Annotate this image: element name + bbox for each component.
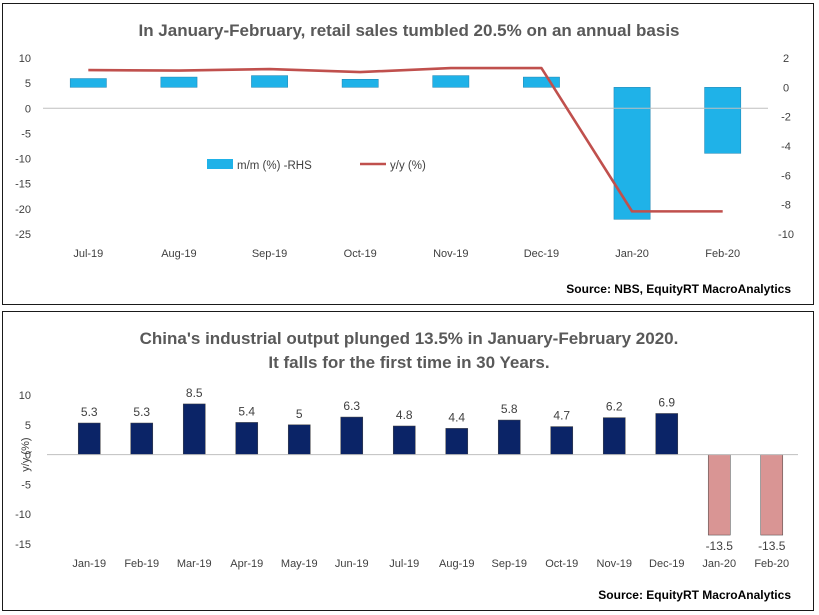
ip-bar: [655, 413, 679, 455]
x-tick-label: Oct-19: [545, 558, 578, 570]
bar-data-label: 5: [296, 407, 303, 421]
mm-bar: [613, 87, 651, 220]
y-tick-label: 0: [25, 450, 31, 462]
x-tick-label: Feb-20: [705, 248, 740, 260]
bar-data-label: -13.5: [758, 539, 786, 553]
y-tick-right: 2: [783, 53, 789, 65]
bar-data-label: -13.5: [706, 539, 734, 553]
chart-title-line1: China's industrial output plunged 13.5% …: [140, 329, 679, 348]
x-tick-label: Feb-19: [124, 558, 159, 570]
x-tick-label: Jan-19: [72, 558, 106, 570]
y-tick-left: 10: [19, 53, 31, 65]
bar-data-label: 5.3: [81, 405, 98, 419]
x-tick-label: Sep-19: [492, 558, 527, 570]
x-tick-label: Jun-19: [335, 558, 369, 570]
bar-data-label: 6.3: [343, 399, 360, 413]
y-axis-label: y/y (%): [20, 437, 32, 471]
y-tick-left: -25: [15, 229, 31, 241]
x-tick-label: Jan-20: [702, 558, 736, 570]
bar-data-label: 8.5: [186, 386, 203, 400]
bar-data-label: 5.3: [133, 405, 150, 419]
mm-bar: [704, 87, 742, 154]
y-tick-right: 0: [783, 82, 789, 94]
ip-bar: [235, 422, 259, 455]
ip-bar: [130, 422, 154, 455]
y-tick-label: 5: [25, 420, 31, 432]
x-tick-label: Feb-20: [754, 558, 789, 570]
mm-bar: [432, 75, 470, 88]
y-tick-left: -20: [15, 204, 31, 216]
chart-title-line2: It falls for the first time in 30 Years.: [268, 353, 549, 372]
chart-source: Source: NBS, EquityRT MacroAnalytics: [566, 282, 791, 296]
x-tick-label: Aug-19: [161, 248, 196, 260]
ip-bar: [760, 454, 784, 536]
x-tick-label: Nov-19: [597, 558, 632, 570]
x-tick-label: Nov-19: [433, 248, 468, 260]
x-tick-label: Sep-19: [252, 248, 287, 260]
y-tick-label: -15: [15, 539, 31, 551]
x-tick-label: May-19: [281, 558, 318, 570]
ip-bar: [550, 426, 574, 455]
mm-bar: [341, 79, 379, 88]
ip-bar: [182, 403, 206, 455]
x-tick-label: Jan-20: [615, 248, 649, 260]
x-tick-label: Jul-19: [389, 558, 419, 570]
bar-data-label: 4.4: [448, 410, 465, 424]
bar-data-label: 6.2: [606, 400, 623, 414]
y-tick-left: 0: [25, 103, 31, 115]
x-tick-label: Dec-19: [524, 248, 559, 260]
y-tick-right: -4: [781, 141, 791, 153]
x-tick-label: Aug-19: [439, 558, 474, 570]
bar-data-label: 4.8: [396, 408, 413, 422]
x-tick-label: Jul-19: [73, 248, 103, 260]
mm-bar: [251, 75, 288, 88]
retail-sales-chart-panel: In January-February, retail sales tumble…: [2, 3, 814, 305]
ip-bar: [497, 419, 521, 455]
bar-data-label: 5.8: [501, 402, 518, 416]
retail-sales-chart: In January-February, retail sales tumble…: [15, 21, 794, 296]
y-tick-right: -2: [781, 112, 791, 124]
ip-bar: [707, 454, 731, 536]
ip-bar: [77, 422, 101, 455]
y-tick-right: -8: [781, 200, 791, 212]
legend-swatch-mm: [207, 159, 233, 169]
ip-bar: [602, 417, 626, 455]
y-tick-label: -10: [15, 509, 31, 521]
y-tick-right: -10: [778, 229, 794, 241]
legend-label-mm: m/m (%) -RHS: [237, 160, 312, 172]
y-tick-left: 5: [25, 78, 31, 90]
bar-data-label: 5.4: [238, 404, 255, 418]
y-tick-right: -6: [781, 170, 791, 182]
y-tick-left: -15: [15, 179, 31, 191]
industrial-output-chart-panel: China's industrial output plunged 13.5% …: [2, 311, 814, 611]
mm-bar: [523, 76, 560, 88]
mm-bar: [160, 76, 198, 88]
mm-bar: [69, 78, 107, 88]
bar-data-label: 6.9: [658, 395, 675, 409]
ip-bar: [392, 425, 416, 455]
ip-bar: [340, 416, 364, 455]
ip-bar: [445, 428, 469, 455]
y-tick-left: -5: [21, 128, 31, 140]
ip-bar: [287, 424, 311, 455]
y-tick-label: -5: [21, 479, 31, 491]
x-tick-label: Oct-19: [344, 248, 377, 260]
x-tick-label: Apr-19: [230, 558, 263, 570]
y-tick-left: -10: [15, 154, 31, 166]
bar-data-label: 4.7: [553, 409, 570, 423]
industrial-output-chart: China's industrial output plunged 13.5% …: [15, 329, 798, 602]
x-tick-label: Dec-19: [649, 558, 684, 570]
chart-source: Source: EquityRT MacroAnalytics: [598, 588, 791, 602]
yy-series-line: [88, 66, 723, 213]
chart-title: In January-February, retail sales tumble…: [138, 21, 679, 40]
legend-label-yy: y/y (%): [390, 160, 426, 172]
x-tick-label: Mar-19: [177, 558, 212, 570]
y-tick-label: 10: [19, 390, 31, 402]
